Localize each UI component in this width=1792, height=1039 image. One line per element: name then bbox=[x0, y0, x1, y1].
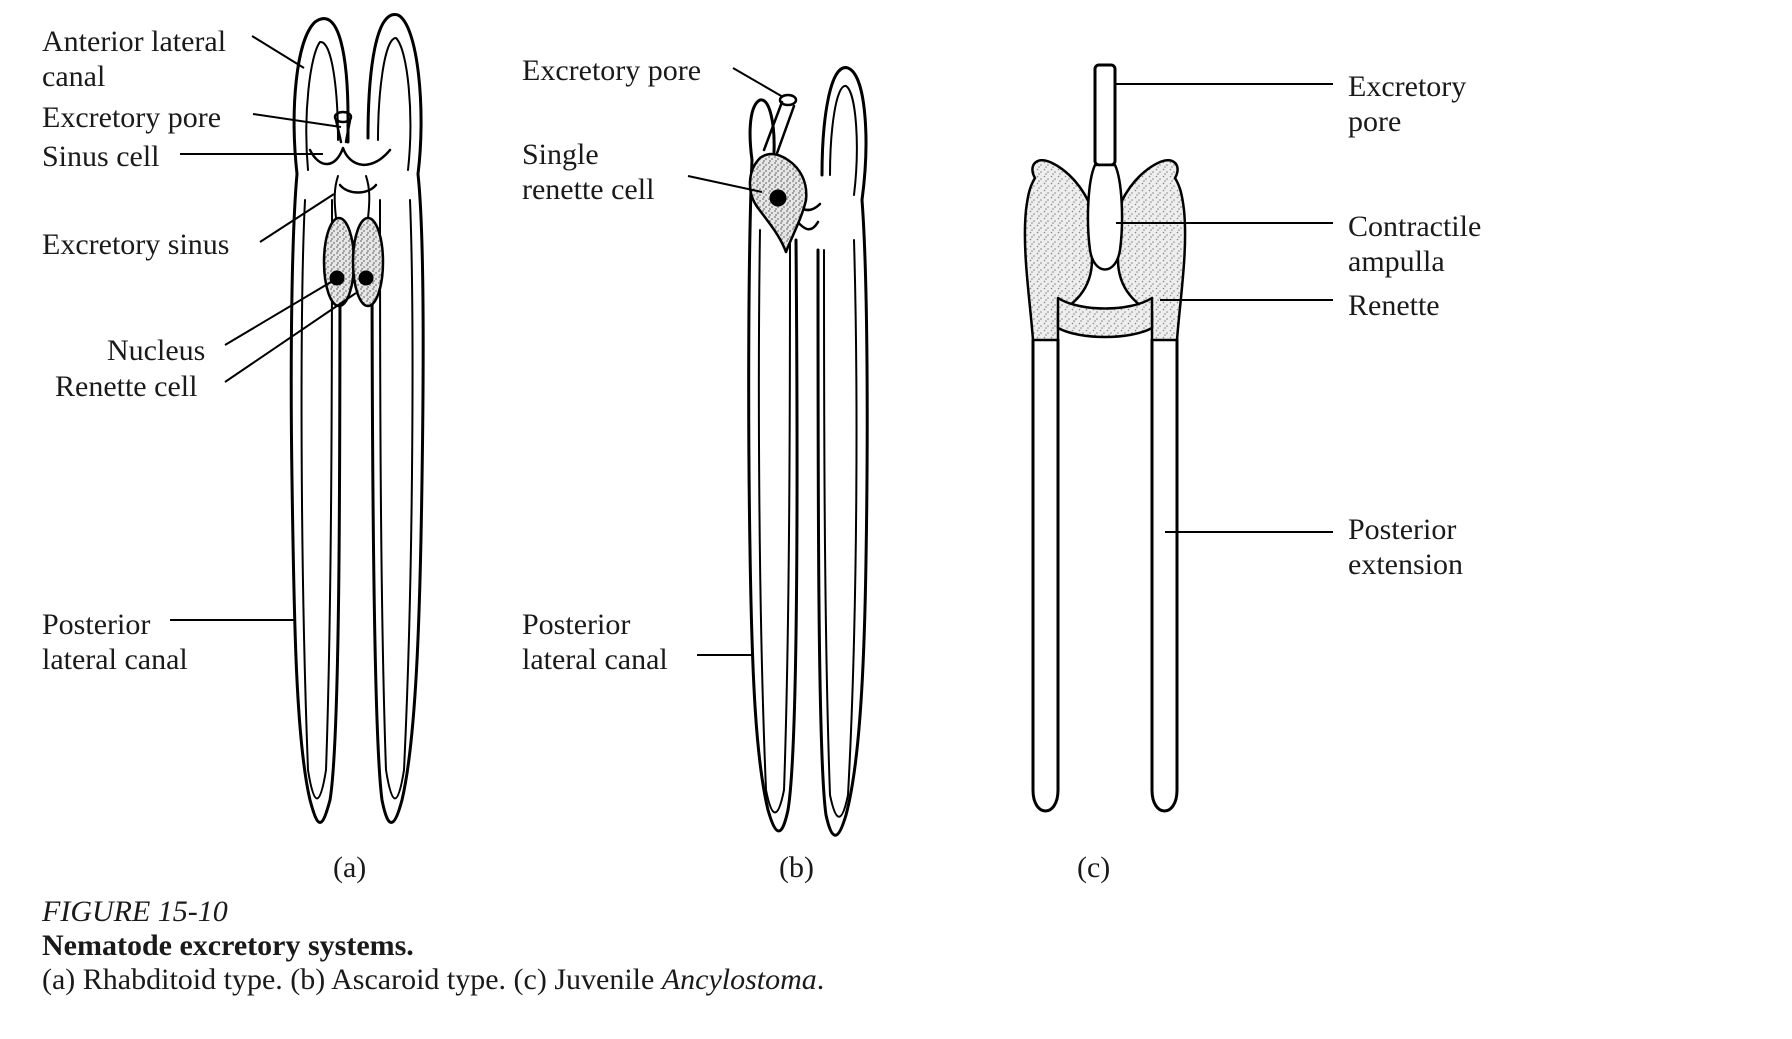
panel-c-letter: (c) bbox=[1077, 851, 1110, 885]
panel-b-letter: (b) bbox=[779, 851, 814, 885]
caption-italic-term: Ancylostoma bbox=[662, 963, 817, 996]
label-a-excretory-pore: Excretory pore bbox=[42, 101, 221, 136]
caption-body-prefix: (a) Rhabditoid type. (b) Ascaroid type. … bbox=[42, 963, 662, 996]
label-single-renette-cell: Single renette cell bbox=[522, 138, 654, 207]
label-renette: Renette bbox=[1348, 289, 1440, 324]
label-posterior-extension: Posterior extension bbox=[1348, 513, 1463, 582]
panel-a bbox=[291, 14, 423, 822]
label-nucleus: Nucleus bbox=[107, 334, 205, 369]
caption-figure-number: FIGURE 15-10 bbox=[42, 895, 1742, 929]
caption-body: (a) Rhabditoid type. (b) Ascaroid type. … bbox=[42, 963, 1742, 997]
label-sinus-cell: Sinus cell bbox=[42, 140, 160, 175]
label-anterior-lateral-canal: Anterior lateral canal bbox=[42, 25, 226, 94]
diagram-svg bbox=[0, 0, 1792, 1039]
label-renette-cell: Renette cell bbox=[55, 370, 197, 405]
label-c-excretory-pore: Excretory pore bbox=[1348, 70, 1466, 139]
label-a-posterior-lateral-canal: Posterior lateral canal bbox=[42, 608, 188, 677]
label-excretory-sinus: Excretory sinus bbox=[42, 228, 229, 263]
caption-title: Nematode excretory systems. bbox=[42, 929, 1742, 963]
figure-caption: FIGURE 15-10 Nematode excretory systems.… bbox=[42, 895, 1742, 997]
panel-c bbox=[1025, 65, 1185, 811]
caption-suffix: . bbox=[817, 963, 825, 996]
panel-a-letter: (a) bbox=[333, 851, 366, 885]
label-b-excretory-pore: Excretory pore bbox=[522, 54, 701, 89]
label-b-posterior-lateral-canal: Posterior lateral canal bbox=[522, 608, 668, 677]
label-contractile-ampulla: Contractile ampulla bbox=[1348, 210, 1481, 279]
panel-b bbox=[749, 68, 868, 836]
